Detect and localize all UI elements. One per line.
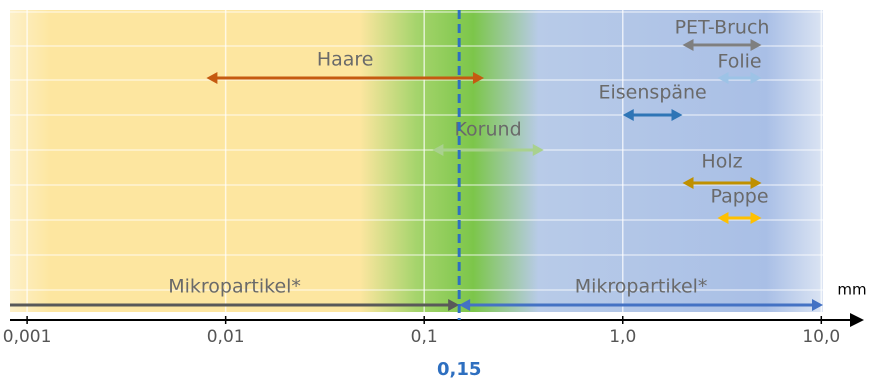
range-label: Mikropartikel* [168, 276, 301, 298]
arrow-head [750, 212, 762, 224]
arrow-head [682, 39, 694, 51]
arrow-head [682, 177, 694, 189]
range-arrow [432, 144, 544, 156]
range-arrow [682, 177, 762, 189]
range-arrow [622, 109, 683, 121]
arrow-head [532, 144, 544, 156]
range-label: Holz [701, 151, 742, 173]
arrow-head [448, 299, 460, 311]
range-arrow [717, 72, 762, 84]
range-arrow [206, 72, 484, 84]
arrow-head [717, 72, 729, 84]
arrow-head [812, 299, 823, 311]
range-label: Korund [455, 119, 522, 141]
x-tick-label: 0,1 [411, 327, 438, 347]
range-arrow [682, 39, 762, 51]
x-tick-label: 1,0 [609, 327, 636, 347]
highlight-label: 0,15 [437, 359, 481, 380]
arrow-head [206, 72, 218, 84]
arrow-head [750, 177, 762, 189]
arrow-head [750, 72, 762, 84]
x-tick-label: 0,01 [207, 327, 245, 347]
arrow-head [717, 212, 729, 224]
range-arrow [459, 299, 823, 311]
x-axis-unit: mm [837, 281, 866, 299]
arrow-head [622, 109, 634, 121]
plot-background [10, 10, 823, 312]
range-label: Mikropartikel* [575, 276, 708, 298]
range-label: Pappe [710, 186, 768, 208]
axis-arrow [850, 313, 864, 327]
x-tick-label: 10,0 [802, 327, 840, 347]
range-label: PET-Bruch [675, 17, 770, 39]
row-lines [10, 11, 823, 291]
range-label: Eisenspäne [599, 82, 707, 104]
range-arrow [717, 212, 762, 224]
range-arrow [10, 299, 460, 311]
arrow-head [472, 72, 484, 84]
x-tick-label: 0,001 [3, 327, 52, 347]
arrow-head [432, 144, 444, 156]
arrow-head [459, 299, 471, 311]
range-label: Folie [717, 51, 761, 73]
arrow-head [750, 39, 762, 51]
arrow-head [671, 109, 683, 121]
range-label: Haare [317, 49, 374, 71]
